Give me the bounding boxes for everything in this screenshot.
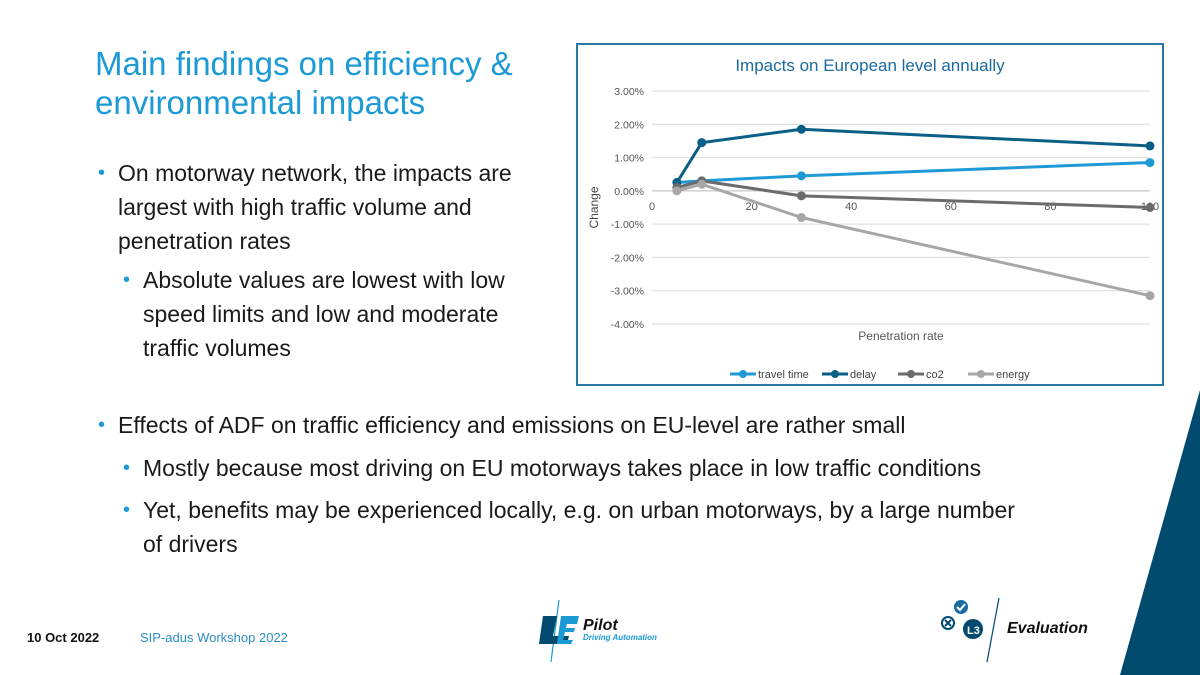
chart-panel: Impacts on European level annually 3.00% 2… bbox=[576, 43, 1164, 386]
legend-label: travel time bbox=[758, 369, 809, 381]
series-line-delay bbox=[675, 127, 1151, 184]
legend-marker bbox=[739, 370, 747, 378]
legend-marker bbox=[907, 370, 915, 378]
bullet-4: • Mostly because most driving on EU moto… bbox=[123, 451, 1103, 485]
y-tick-label: -4.00% bbox=[611, 319, 644, 331]
x-tick-label: 60 bbox=[945, 201, 957, 213]
bullet-dot: • bbox=[98, 414, 106, 436]
bullet-dot: • bbox=[123, 269, 131, 291]
data-point bbox=[1145, 291, 1155, 301]
data-point bbox=[1145, 158, 1155, 168]
bullet-5: • Yet, benefits may be experienced local… bbox=[123, 493, 1023, 561]
series-line-energy bbox=[676, 182, 1151, 298]
footer-date: 10 Oct 2022 bbox=[27, 630, 100, 645]
evaluation-logo: L3 Evaluation bbox=[941, 597, 1088, 663]
bullet-1: • On motorway network, the impacts are l… bbox=[98, 156, 518, 258]
bullet-text: Mostly because most driving on EU motorw… bbox=[143, 455, 982, 481]
y-tick-label: 0.00% bbox=[614, 186, 644, 198]
bullet-dot: • bbox=[123, 499, 131, 521]
x-tick-label: 40 bbox=[845, 201, 857, 213]
series-line-travel-time bbox=[676, 161, 1151, 185]
l3pilot-logo: Pilot Driving Automation bbox=[539, 599, 657, 663]
series-line-co2 bbox=[676, 179, 1151, 209]
data-point bbox=[672, 186, 682, 196]
data-point bbox=[697, 179, 707, 189]
bullet-dot: • bbox=[98, 162, 106, 184]
y-tick-label: 2.00% bbox=[614, 119, 644, 131]
corner-shape bbox=[1120, 390, 1200, 675]
bullet-text: Absolute values are lowest with low spee… bbox=[143, 267, 505, 361]
y-tick-label: 1.00% bbox=[614, 153, 644, 165]
svg-text:L3: L3 bbox=[967, 625, 980, 637]
slide-title: Main findings on efficiency & environmen… bbox=[95, 45, 513, 121]
line-chart: Impacts on European level annually 3.00% 2… bbox=[587, 56, 1159, 381]
footer-event: SIP-adus Workshop 2022 bbox=[140, 630, 288, 645]
bullet-text: Effects of ADF on traffic efficiency and… bbox=[118, 412, 906, 438]
corner-decoration bbox=[1120, 390, 1200, 675]
y-tick-label: 3.00% bbox=[614, 86, 644, 98]
y-axis-title: Change bbox=[587, 186, 601, 228]
legend-label: energy bbox=[996, 369, 1030, 381]
x-axis-title: Penetration rate bbox=[858, 329, 944, 343]
x-tick-label: 0 bbox=[649, 201, 655, 213]
logo-l3-text: Pilot bbox=[583, 617, 618, 634]
data-point bbox=[796, 124, 806, 134]
logo-l3-subtext: Driving Automation bbox=[583, 633, 657, 642]
data-point bbox=[1145, 141, 1155, 151]
y-tick-label: -3.00% bbox=[611, 286, 644, 298]
y-tick-label: -2.00% bbox=[611, 252, 644, 264]
data-point bbox=[1145, 203, 1155, 212]
bullet-dot: • bbox=[123, 457, 131, 479]
bullet-text: On motorway network, the impacts are lar… bbox=[118, 160, 512, 254]
data-point bbox=[796, 212, 806, 222]
evaluation-text: Evaluation bbox=[1007, 620, 1088, 637]
chart-title: Impacts on European level annually bbox=[735, 56, 1005, 75]
bullet-2: • Absolute values are lowest with low sp… bbox=[123, 263, 513, 365]
legend-label: co2 bbox=[926, 369, 944, 381]
legend-marker bbox=[977, 370, 985, 378]
legend-label: delay bbox=[850, 369, 877, 381]
bullet-text: Yet, benefits may be experienced locally… bbox=[143, 497, 1015, 557]
data-point bbox=[697, 138, 707, 148]
data-point bbox=[796, 171, 806, 181]
y-tick-label: -1.00% bbox=[611, 219, 644, 231]
data-point bbox=[796, 191, 806, 201]
legend-marker bbox=[831, 370, 839, 378]
bullet-3: • Effects of ADF on traffic efficiency a… bbox=[98, 408, 1018, 442]
x-tick-label: 20 bbox=[745, 201, 757, 213]
